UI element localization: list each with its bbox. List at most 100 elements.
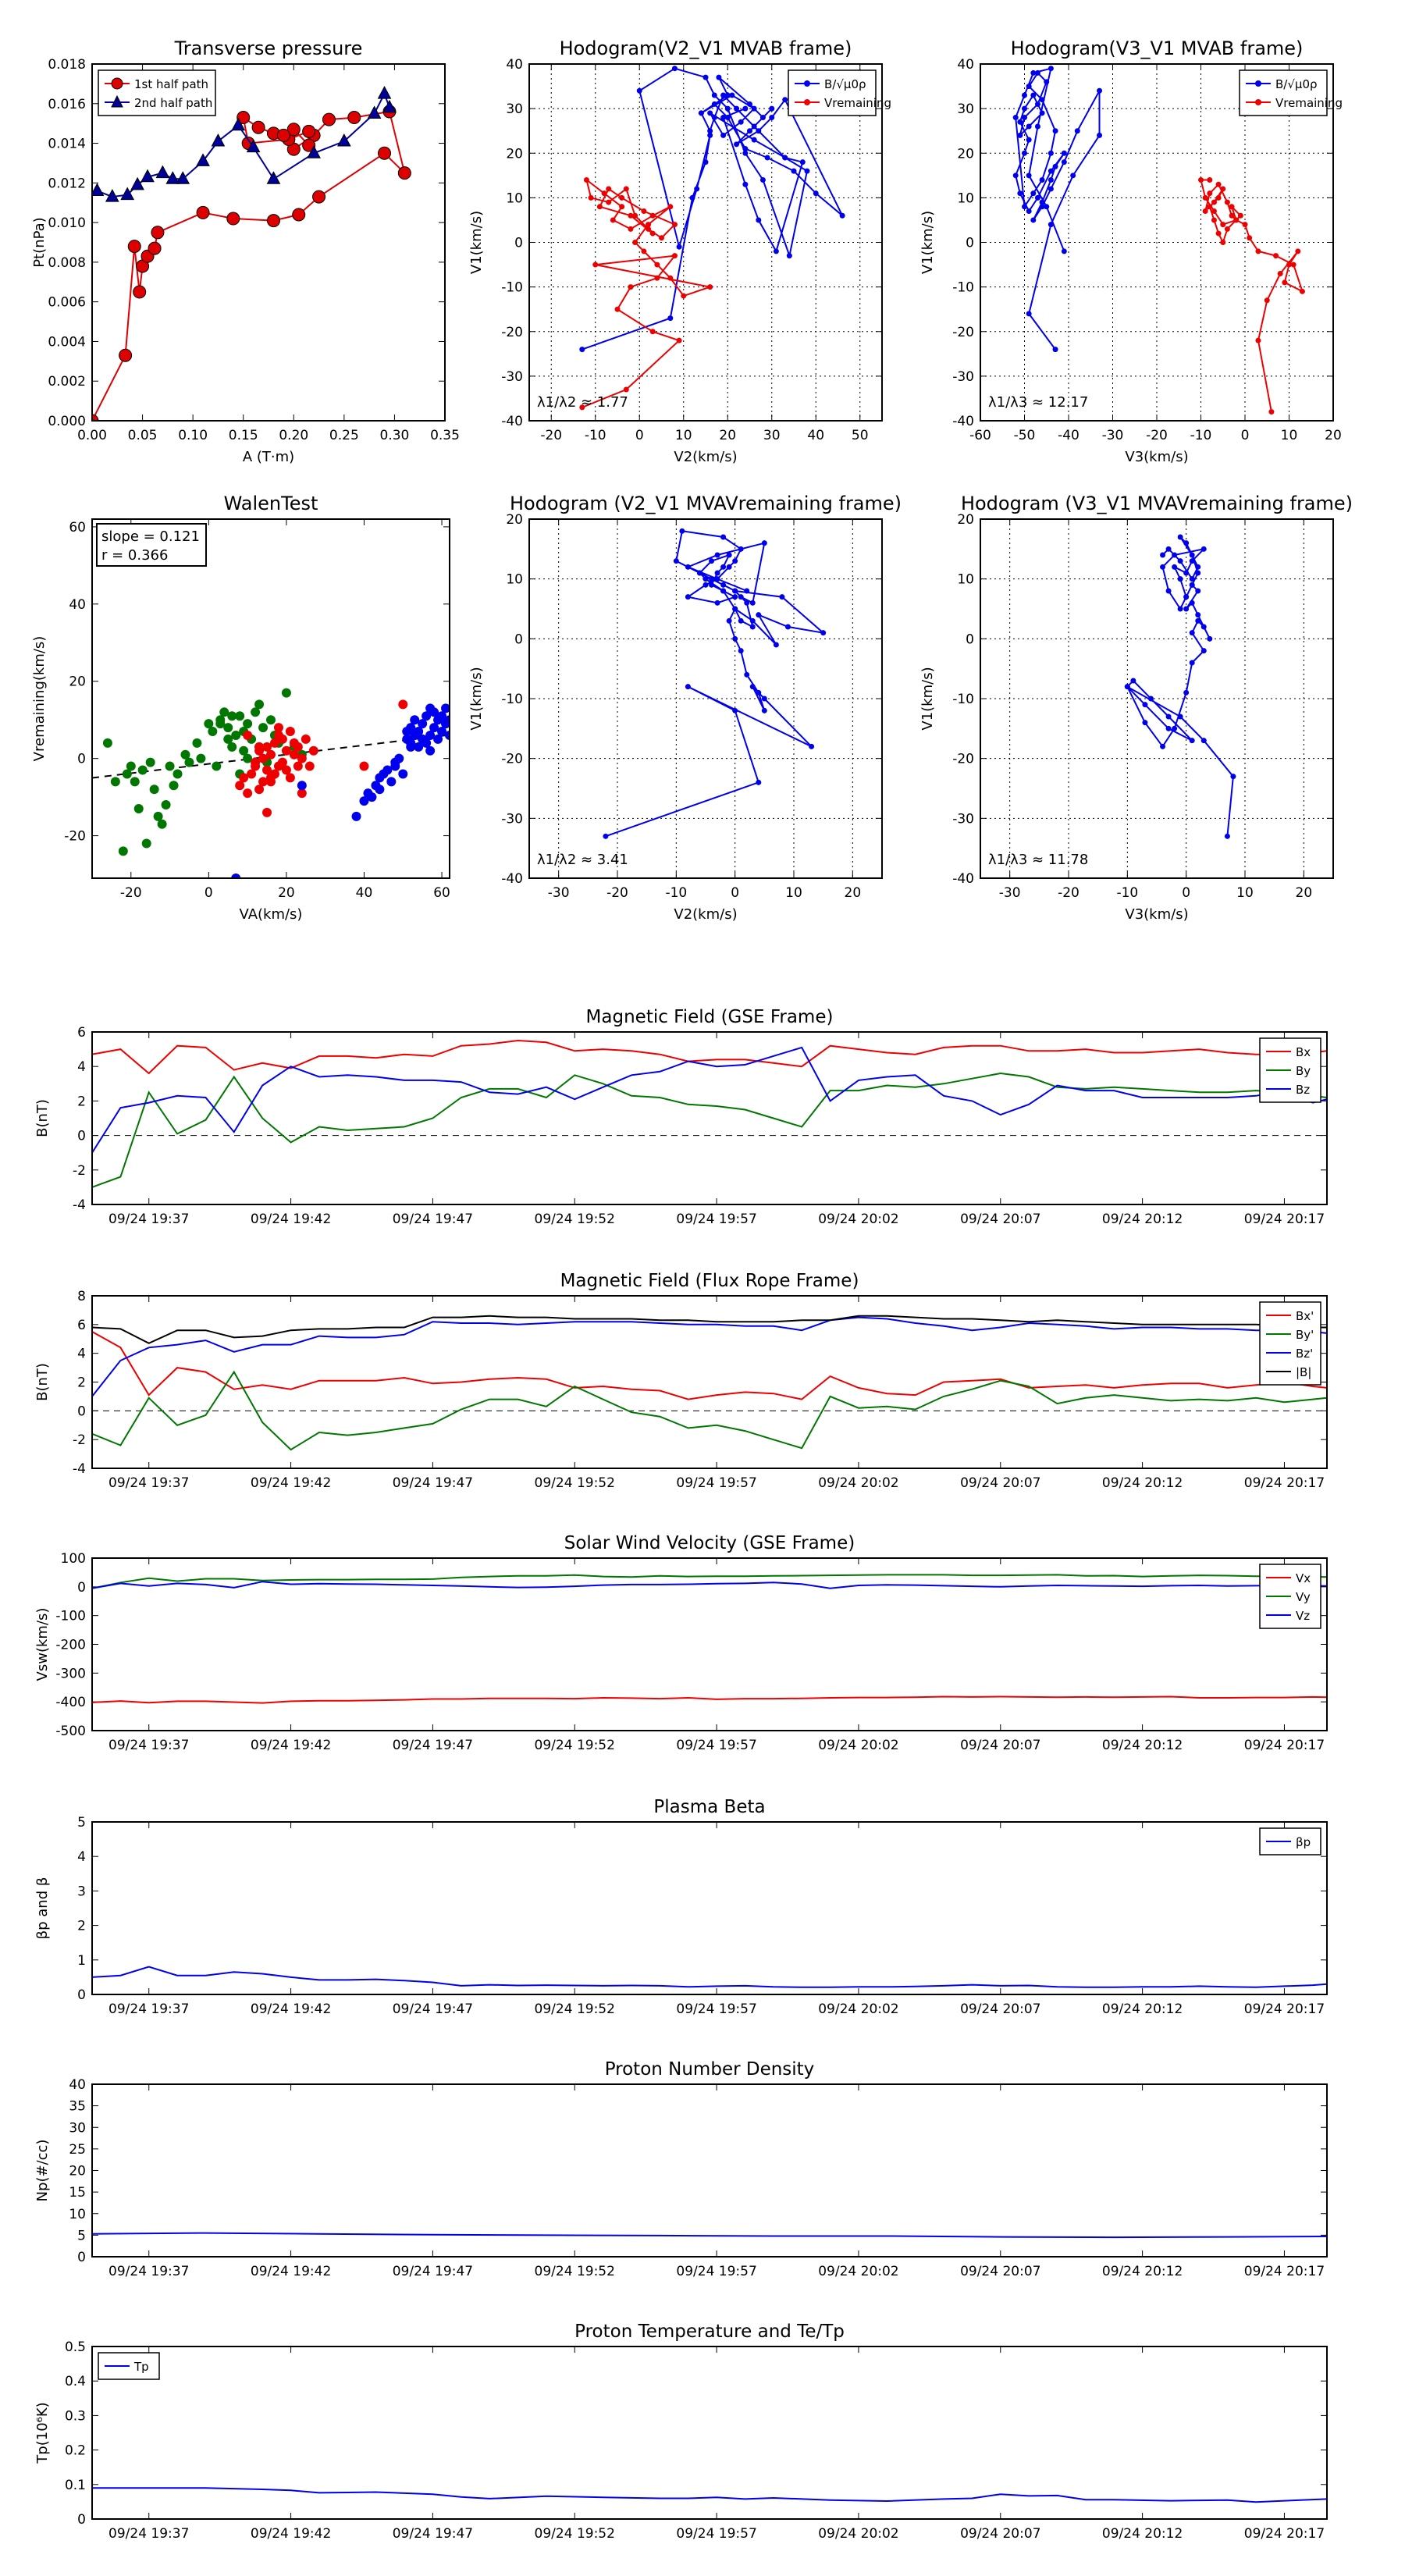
y-tick-label: 0.018 bbox=[48, 57, 86, 73]
x-tick-label: 09/24 19:37 bbox=[108, 1738, 189, 1753]
data-point bbox=[1215, 194, 1222, 201]
data-point bbox=[1200, 648, 1207, 654]
y-axis-label: V1(km/s) bbox=[468, 211, 485, 274]
series-Vremaining bbox=[1198, 177, 1305, 415]
data-point bbox=[1026, 311, 1032, 317]
y-tick-label: -100 bbox=[55, 1609, 86, 1624]
x-tick-label: -30 bbox=[1102, 428, 1124, 443]
data-point bbox=[724, 92, 731, 98]
y-tick-label: 0.000 bbox=[48, 414, 86, 429]
data-point bbox=[266, 214, 280, 228]
data-point bbox=[756, 128, 762, 134]
data-point bbox=[254, 742, 265, 752]
data-point bbox=[749, 624, 756, 630]
y-tick-label: 30 bbox=[69, 2120, 86, 2136]
chart-title: Hodogram(V3_V1 MVAB frame) bbox=[1011, 37, 1304, 59]
y-tick-label: 40 bbox=[506, 57, 523, 73]
x-tick-label: 09/24 20:17 bbox=[1244, 2526, 1325, 2542]
data-point bbox=[127, 240, 141, 254]
data-point bbox=[1189, 582, 1195, 588]
data-point bbox=[453, 703, 462, 713]
data-point bbox=[738, 594, 744, 600]
y-tick-label: 0.006 bbox=[48, 295, 86, 311]
data-point bbox=[414, 742, 424, 752]
data-point bbox=[130, 176, 144, 190]
data-point bbox=[382, 765, 393, 775]
data-point bbox=[1200, 546, 1207, 552]
data-point bbox=[1061, 248, 1067, 254]
data-point bbox=[764, 155, 770, 161]
chart-h4: Hodogram (V3_V1 MVAVremaining frame) -30 -… bbox=[919, 493, 1353, 923]
y-tick-label: -4 bbox=[73, 1461, 86, 1477]
data-point bbox=[359, 796, 369, 806]
data-point bbox=[1160, 564, 1166, 570]
data-point bbox=[1030, 217, 1037, 223]
data-point bbox=[1165, 713, 1172, 720]
data-point bbox=[1242, 222, 1248, 228]
x-tick-label: -30 bbox=[548, 885, 570, 901]
series-line bbox=[1126, 536, 1234, 837]
x-tick-label: -10 bbox=[1116, 885, 1138, 901]
y-tick-label: 30 bbox=[957, 101, 974, 117]
x-tick-label: 09/24 20:12 bbox=[1102, 2001, 1183, 2017]
data-point bbox=[773, 642, 779, 648]
data-point bbox=[1211, 208, 1217, 215]
legend-label: 1st half path bbox=[134, 77, 208, 91]
y-tick-label: -40 bbox=[952, 871, 974, 887]
data-point bbox=[235, 711, 245, 721]
series-Bx' bbox=[92, 1331, 1327, 1400]
y-tick-label: 10 bbox=[957, 190, 974, 206]
y-tick-label: 20 bbox=[69, 2164, 86, 2179]
y-tick-label: 10 bbox=[506, 572, 523, 588]
data-point bbox=[1017, 132, 1023, 138]
data-point bbox=[133, 285, 147, 299]
data-point bbox=[702, 576, 709, 582]
data-point bbox=[1237, 212, 1243, 219]
data-point bbox=[742, 146, 749, 152]
data-point bbox=[1290, 262, 1297, 268]
stats-box: slope = 0.121 r = 0.366 bbox=[96, 523, 207, 567]
data-point bbox=[169, 781, 179, 791]
data-point bbox=[1220, 186, 1226, 192]
data-point bbox=[254, 785, 265, 795]
data-point bbox=[799, 159, 806, 165]
chart-title: Proton Number Density bbox=[605, 2059, 815, 2080]
series-line bbox=[92, 2232, 1327, 2239]
y-tick-label: -10 bbox=[952, 280, 974, 296]
data-point bbox=[720, 115, 727, 121]
x-tick-label: 30 bbox=[763, 428, 781, 443]
chart-title: Magnetic Field (GSE Frame) bbox=[586, 1007, 834, 1027]
x-axis-label: V2(km/s) bbox=[674, 449, 737, 465]
data-point bbox=[196, 153, 210, 166]
y-axis-label: V1(km/s) bbox=[919, 667, 936, 730]
data-point bbox=[425, 745, 436, 756]
series-line bbox=[92, 1072, 1327, 1188]
x-tick-label: 09/24 19:42 bbox=[251, 2526, 331, 2542]
x-tick-label: 09/24 20:02 bbox=[818, 1738, 898, 1753]
plot-frame bbox=[91, 2346, 1328, 2520]
data-point bbox=[1189, 738, 1195, 744]
y-tick-label: 60 bbox=[69, 520, 86, 535]
x-tick-label: 09/24 19:47 bbox=[393, 2526, 473, 2542]
data-point bbox=[714, 600, 720, 606]
chart-title: Hodogram (V3_V1 MVAVremaining frame) bbox=[961, 493, 1353, 514]
data-point bbox=[149, 785, 159, 795]
data-point bbox=[1230, 774, 1236, 780]
data-point bbox=[196, 753, 206, 763]
data-point bbox=[603, 833, 609, 839]
data-point bbox=[429, 707, 439, 717]
x-tick-label: 09/24 20:17 bbox=[1244, 2264, 1325, 2279]
legend: B/√μ0ρ Vremaining bbox=[788, 69, 891, 116]
data-point bbox=[1124, 684, 1130, 690]
data-point bbox=[671, 66, 678, 72]
x-tick-label: 09/24 19:57 bbox=[676, 2001, 756, 2017]
data-point bbox=[347, 111, 361, 125]
data-point bbox=[749, 684, 756, 690]
x-tick-label: 0.10 bbox=[178, 428, 208, 443]
data-point bbox=[231, 873, 241, 878]
data-point bbox=[281, 765, 291, 775]
data-point bbox=[744, 600, 750, 606]
data-point bbox=[223, 734, 233, 744]
data-point bbox=[215, 719, 226, 729]
data-point bbox=[92, 183, 105, 196]
